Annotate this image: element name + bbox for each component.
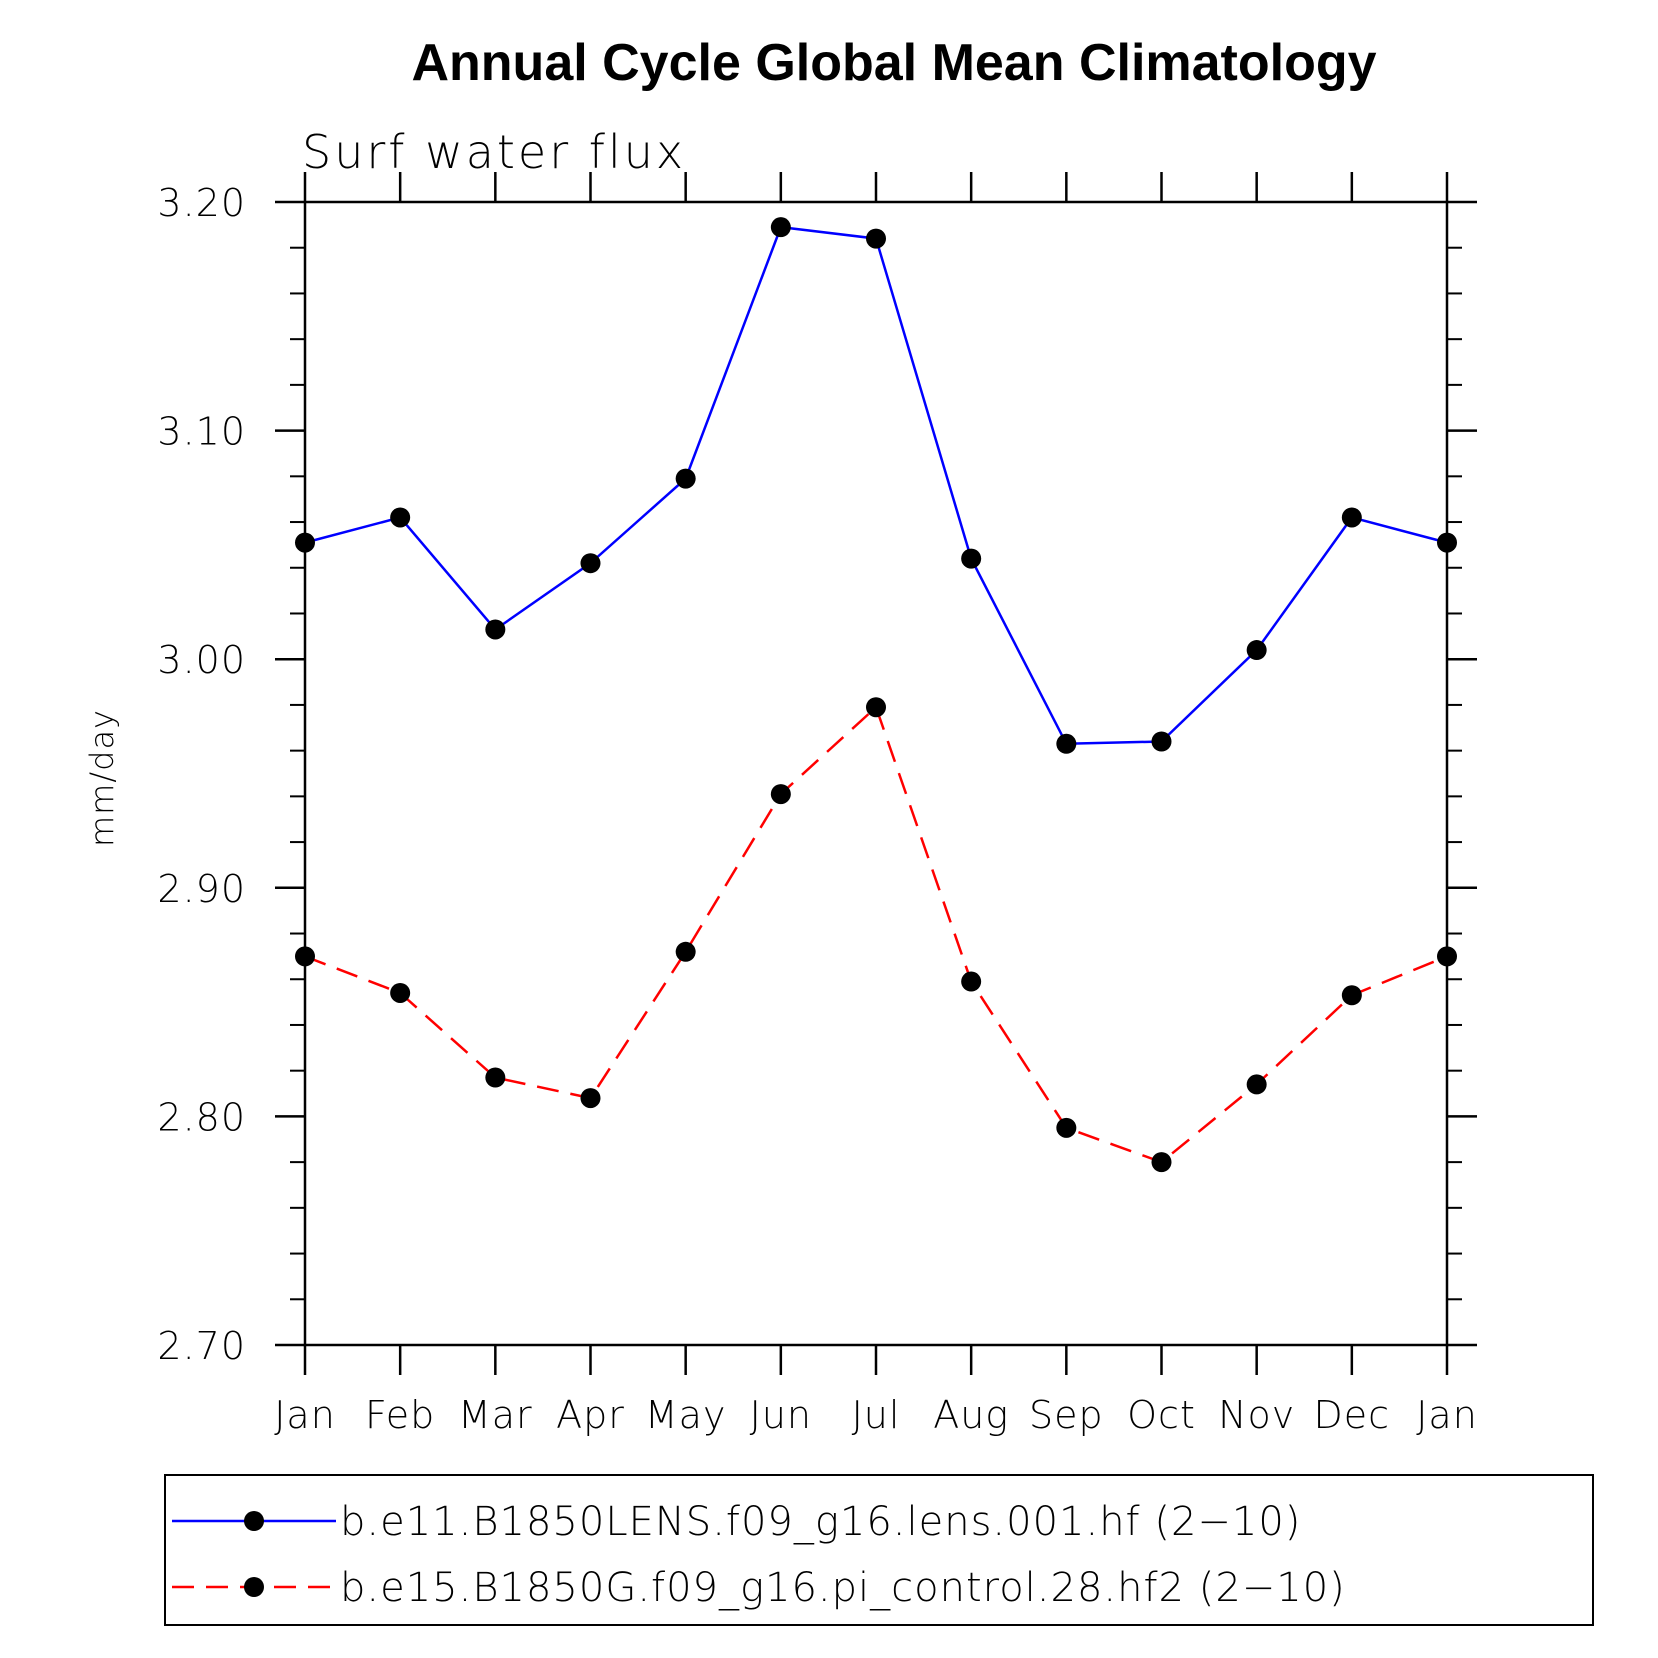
series-2-point [675, 941, 696, 962]
legend-label-1: b.e11.B1850LENS.f09_g16.lens.001.hf (2−1… [340, 1499, 1301, 1545]
plot-frame [303, 200, 1449, 1347]
x-tick-label: May [645, 1393, 727, 1437]
y-tick-label: 3.20 [157, 181, 246, 225]
chart-subtitle: Surf water flux [302, 125, 686, 179]
series-line-2 [304, 705, 1448, 1164]
x-tick-label: Sep [1029, 1393, 1104, 1437]
x-ticks: Jan Feb Mar Apr May Jun Jul Aug Sep Oct Nov Dec Jan [274, 172, 1478, 1437]
legend-box [164, 1474, 1594, 1626]
series-1-point [1437, 532, 1457, 553]
legend: b.e11.B1850LENS.f09_g16.lens.001.hf (2−1… [164, 1474, 1594, 1626]
series-1-point [485, 619, 506, 640]
x-tick-label: Jan [274, 1393, 336, 1437]
series-line-1 [304, 225, 1448, 746]
series-1-point [1246, 640, 1267, 661]
series-2-point [580, 1088, 601, 1109]
legend-marker-1 [244, 1511, 264, 1531]
y-tick-label: 3.10 [157, 410, 246, 454]
y-tick-label: 2.70 [157, 1324, 246, 1368]
x-tick-label: Feb [365, 1393, 435, 1437]
series-1-point [295, 532, 315, 553]
x-tick-label: Apr [556, 1393, 625, 1437]
series-2-point [1437, 946, 1457, 967]
x-tick-label: Jan [1416, 1393, 1478, 1437]
y-axis-label: mm/day [83, 709, 121, 847]
series-2-point [770, 784, 791, 805]
series-1-point [961, 548, 982, 569]
series-1-point [580, 553, 601, 574]
series-2-point [1246, 1074, 1267, 1095]
series-2-point [1341, 985, 1362, 1006]
x-tick-label: Oct [1127, 1393, 1196, 1437]
series-layer [295, 217, 1457, 1173]
y-tick-label: 3.00 [157, 638, 246, 682]
legend-marker-2 [244, 1577, 264, 1597]
series-1-point [1341, 507, 1362, 528]
series-2-point [1056, 1117, 1077, 1138]
x-tick-label: Mar [458, 1393, 533, 1437]
series-1-point [1056, 733, 1077, 754]
y-tick-label: 2.80 [157, 1095, 246, 1139]
series-2-point [390, 982, 411, 1003]
x-tick-label: Dec [1314, 1393, 1391, 1437]
x-tick-label: Aug [933, 1393, 1009, 1437]
x-tick-label: Jul [852, 1393, 901, 1437]
chart-title: Annual Cycle Global Mean Climatology [411, 34, 1376, 92]
series-2-point [485, 1067, 506, 1088]
series-1-point [390, 507, 411, 528]
legend-label-2: b.e15.B1850G.f09_g16.pi_control.28.hf2 (… [340, 1565, 1346, 1611]
series-1-point [1151, 731, 1172, 752]
series-2-point [1151, 1152, 1172, 1173]
y-ticks: 2.70 2.80 2.90 3.00 3.10 3.20 [157, 181, 1477, 1368]
x-tick-label: Jun [750, 1393, 812, 1437]
series-2-point [866, 697, 886, 718]
series-1-point [770, 217, 791, 238]
axes [303, 200, 1449, 1347]
series-2-point [295, 946, 315, 967]
y-tick-label: 2.90 [157, 867, 246, 911]
series-1-point [675, 468, 696, 489]
series-2-point [961, 971, 982, 992]
series-1-point [866, 228, 886, 249]
x-tick-label: Nov [1218, 1393, 1295, 1437]
